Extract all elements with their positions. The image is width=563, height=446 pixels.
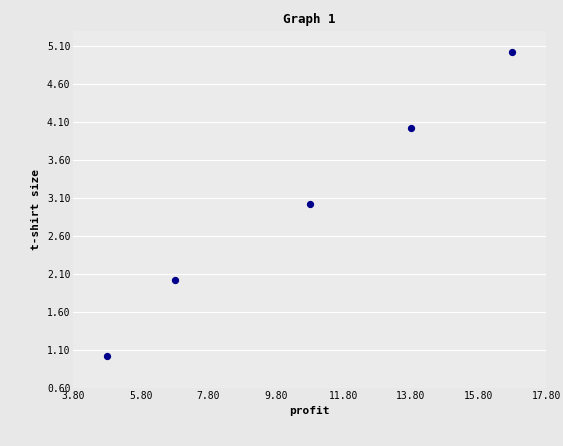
- Point: [508, 49, 517, 56]
- Point: [170, 277, 179, 284]
- Y-axis label: t-shirt size: t-shirt size: [32, 169, 41, 250]
- Title: Graph 1: Graph 1: [283, 13, 336, 26]
- Point: [305, 201, 314, 208]
- Point: [102, 353, 111, 360]
- X-axis label: profit: profit: [289, 406, 330, 417]
- Point: [406, 125, 415, 132]
